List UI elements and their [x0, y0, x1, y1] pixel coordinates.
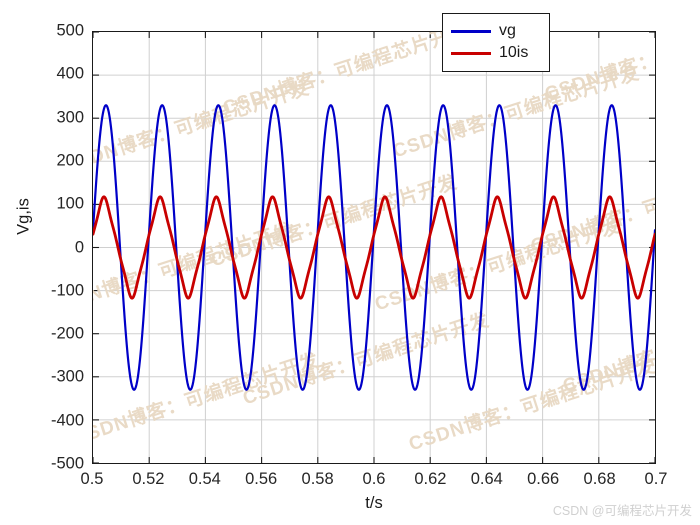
- x-tick-label: 0.58: [301, 470, 334, 488]
- series-line-10is: [93, 195, 655, 300]
- legend-swatch-10is: [451, 51, 491, 55]
- y-tick-label: 300: [56, 108, 84, 127]
- y-tick-label: 200: [56, 151, 84, 170]
- x-tick-label: 0.7: [644, 470, 668, 488]
- y-axis-title: Vg,is: [14, 198, 33, 235]
- x-axis-title: t/s: [365, 494, 383, 512]
- x-tick-label: 0.66: [527, 470, 560, 488]
- x-tick-label: 0.54: [188, 470, 221, 488]
- x-tick-label: 0.56: [245, 470, 278, 488]
- y-tick-label: 0: [74, 238, 84, 256]
- y-axis-tick-labels: 500 400 300 200 100 0 -100 -200 -300 -400 -500: [0, 22, 84, 473]
- y-tick-label: 100: [56, 194, 84, 213]
- legend-label: 10is: [499, 44, 529, 61]
- legend[interactable]: vg 10is: [442, 13, 550, 72]
- x-tick-label: 0.6: [362, 470, 386, 488]
- x-tick-label: 0.52: [132, 470, 165, 488]
- y-tick-label: -200: [50, 324, 84, 343]
- data-series-layer: [93, 104, 655, 391]
- y-tick-label: -300: [50, 367, 84, 386]
- y-tick-label: -400: [50, 411, 84, 430]
- y-tick-label: 400: [56, 64, 84, 83]
- plot-area: CSDN博客：可编程芯片开发 CSDN博客：可编程芯片开发 CSDN博客：可编程芯片…: [92, 31, 656, 464]
- legend-label: vg: [499, 22, 516, 39]
- y-tick-label: -500: [50, 454, 84, 473]
- corner-watermark: CSDN @可编程芯片开发: [552, 504, 692, 518]
- legend-item-10is[interactable]: 10is: [451, 42, 541, 64]
- x-tick-label: 0.62: [414, 470, 447, 488]
- series-line-vg: [93, 104, 655, 391]
- y-tick-label: 500: [56, 21, 84, 40]
- x-axis-tick-labels: 0.5 0.52 0.54 0.56 0.58 0.6 0.62 0.64 0.66 0.68 0.…: [81, 470, 668, 492]
- x-tick-label: 0.5: [80, 470, 104, 488]
- x-tick-label: 0.68: [583, 470, 616, 488]
- legend-swatch-vg: [451, 29, 491, 33]
- legend-item-vg[interactable]: vg: [451, 20, 541, 42]
- x-tick-label: 0.64: [470, 470, 503, 488]
- y-tick-label: -100: [50, 281, 84, 300]
